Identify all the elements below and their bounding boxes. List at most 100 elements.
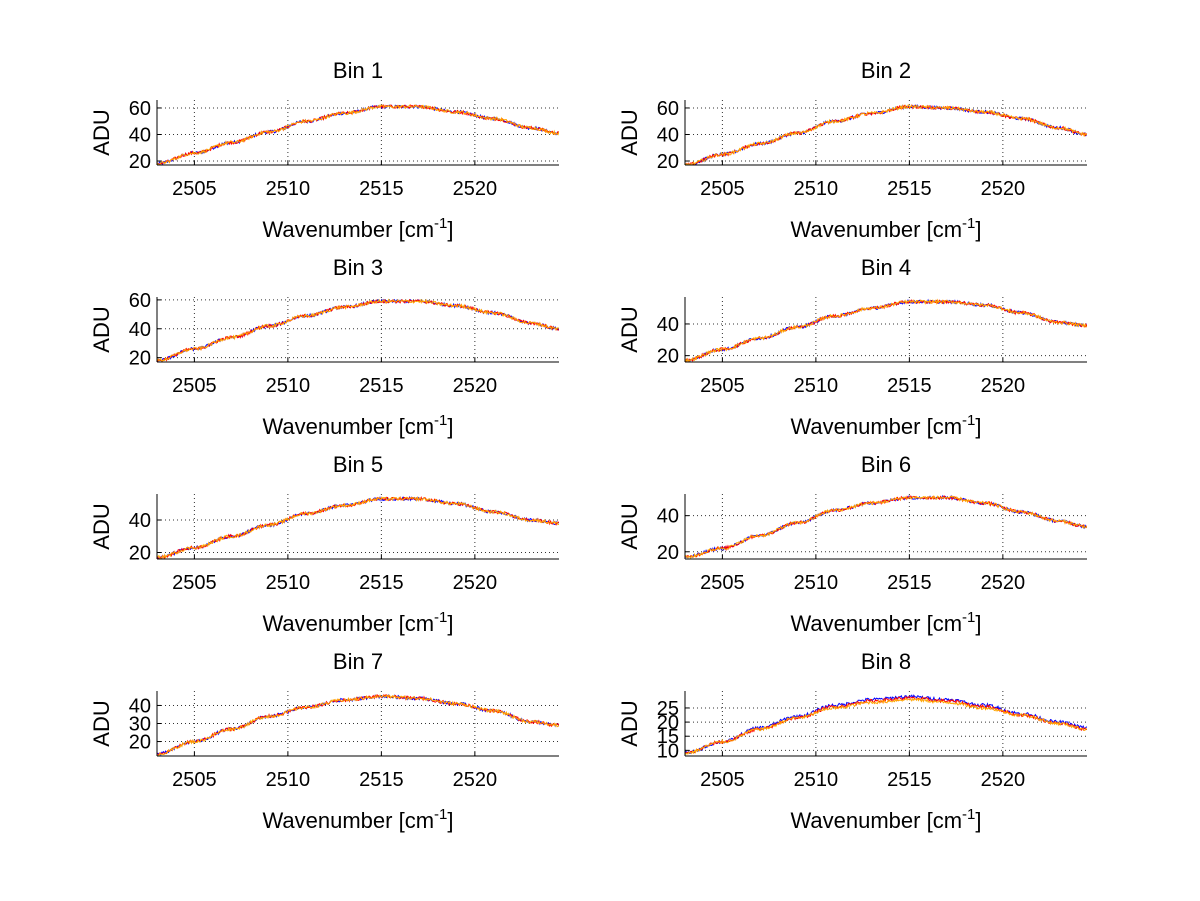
x-tick-label: 2515 <box>359 375 404 397</box>
subplot-bin-5: Bin 5 2505 2510 2515 2520 20 40 Wavenumber [cm-… <box>89 452 559 636</box>
y-tick-label: 20 <box>657 712 679 734</box>
x-tick-label: 2515 <box>887 375 932 397</box>
series-group <box>157 495 559 559</box>
x-tick-label: 2505 <box>700 572 745 594</box>
series-group <box>157 103 559 165</box>
series-line-2 <box>685 299 1087 362</box>
plot-title: Bin 6 <box>861 452 911 477</box>
series-group <box>685 494 1087 559</box>
series-line-1 <box>685 694 1087 755</box>
series-line-2 <box>157 298 559 362</box>
x-axis-label: Wavenumber [cm-1] <box>790 806 981 833</box>
y-axis-label: ADU <box>89 700 114 746</box>
x-tick-label: 2520 <box>981 769 1026 791</box>
y-tick-label: 15 <box>657 726 679 748</box>
y-tick-label: 25 <box>657 698 679 720</box>
x-tick-label: 2505 <box>172 769 217 791</box>
x-tick-label: 2510 <box>266 375 311 397</box>
x-tick-label: 2505 <box>700 375 745 397</box>
y-tick-label: 20 <box>129 732 151 754</box>
x-tick-label: 2520 <box>981 572 1026 594</box>
series-line-2 <box>685 495 1087 558</box>
y-tick-label: 40 <box>657 124 679 146</box>
x-tick-label: 2520 <box>453 572 498 594</box>
series-line-3 <box>685 495 1087 559</box>
series-line-3 <box>685 104 1087 165</box>
series-group <box>157 694 559 756</box>
series-line-2 <box>157 694 559 756</box>
y-axis-label: ADU <box>89 109 114 155</box>
x-tick-label: 2510 <box>794 178 839 200</box>
series-group <box>157 298 559 362</box>
x-tick-label: 2505 <box>700 178 745 200</box>
x-tick-label: 2510 <box>794 375 839 397</box>
x-axis-label: Wavenumber [cm-1] <box>262 412 453 439</box>
y-tick-label: 40 <box>129 124 151 146</box>
series-line-1 <box>157 298 559 362</box>
series-line-3 <box>157 495 559 559</box>
x-axis-label: Wavenumber [cm-1] <box>790 609 981 636</box>
series-line-1 <box>157 495 559 559</box>
plot-title: Bin 5 <box>333 452 383 477</box>
y-axis-label: ADU <box>89 503 114 549</box>
series-line-2 <box>157 496 559 559</box>
series-group <box>685 104 1087 165</box>
y-axis-label: ADU <box>617 306 642 352</box>
x-tick-label: 2510 <box>266 572 311 594</box>
x-tick-label: 2515 <box>359 178 404 200</box>
y-axis-label: ADU <box>617 503 642 549</box>
x-axis-label: Wavenumber [cm-1] <box>790 215 981 242</box>
subplot-bin-1: Bin 1 2505 2510 2515 2520 20 40 60 Wavenumber [c… <box>89 58 559 242</box>
series-line-3 <box>157 298 559 362</box>
x-tick-label: 2520 <box>453 178 498 200</box>
series-group <box>685 694 1087 755</box>
x-tick-label: 2515 <box>887 178 932 200</box>
y-tick-label: 20 <box>657 151 679 173</box>
y-tick-label: 20 <box>129 543 151 565</box>
y-tick-label: 40 <box>657 314 679 336</box>
x-tick-label: 2520 <box>453 375 498 397</box>
y-tick-label: 20 <box>657 346 679 368</box>
x-tick-label: 2510 <box>794 572 839 594</box>
y-tick-label: 20 <box>129 151 151 173</box>
x-tick-label: 2505 <box>700 769 745 791</box>
y-tick-label: 40 <box>657 506 679 528</box>
series-line-3 <box>685 298 1087 362</box>
x-tick-label: 2510 <box>794 769 839 791</box>
y-axis-label: ADU <box>617 109 642 155</box>
x-axis-label: Wavenumber [cm-1] <box>262 215 453 242</box>
y-tick-label: 40 <box>129 695 151 717</box>
y-tick-label: 30 <box>129 714 151 736</box>
series-line-1 <box>685 494 1087 559</box>
y-tick-label: 40 <box>129 319 151 341</box>
subplot-bin-4: Bin 4 2505 2510 2515 2520 20 40 Wavenumber [cm-… <box>617 255 1087 439</box>
x-tick-label: 2505 <box>172 178 217 200</box>
x-tick-label: 2515 <box>887 572 932 594</box>
x-tick-label: 2515 <box>359 572 404 594</box>
series-line-1 <box>685 298 1087 362</box>
y-axis-label: ADU <box>89 306 114 352</box>
x-tick-label: 2505 <box>172 375 217 397</box>
series-line-3 <box>157 694 559 756</box>
x-axis-label: Wavenumber [cm-1] <box>262 609 453 636</box>
plot-title: Bin 1 <box>333 58 383 83</box>
y-axis-label: ADU <box>617 700 642 746</box>
x-tick-label: 2510 <box>266 769 311 791</box>
x-tick-label: 2515 <box>359 769 404 791</box>
x-axis-label: Wavenumber [cm-1] <box>790 412 981 439</box>
plot-title: Bin 8 <box>861 649 911 674</box>
series-group <box>685 298 1087 362</box>
y-tick-label: 60 <box>129 290 151 312</box>
y-tick-label: 60 <box>129 98 151 120</box>
series-line-3 <box>157 104 559 165</box>
plot-title: Bin 2 <box>861 58 911 83</box>
series-line-1 <box>685 104 1087 165</box>
x-tick-label: 2520 <box>981 375 1026 397</box>
plot-title: Bin 7 <box>333 649 383 674</box>
y-tick-label: 40 <box>129 510 151 532</box>
x-axis-label: Wavenumber [cm-1] <box>262 806 453 833</box>
subplot-bin-6: Bin 6 2505 2510 2515 2520 20 40 Wavenumber [cm-… <box>617 452 1087 636</box>
x-tick-label: 2510 <box>266 178 311 200</box>
series-line-3 <box>685 697 1087 755</box>
